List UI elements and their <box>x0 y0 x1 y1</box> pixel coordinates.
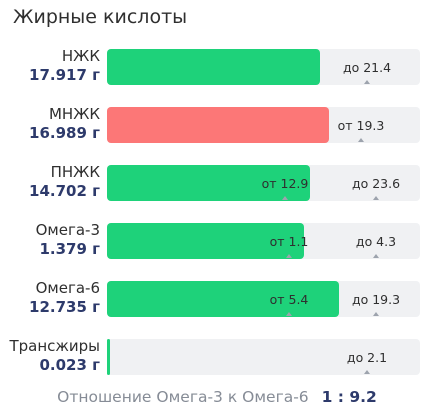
progress-fill <box>107 107 329 143</box>
nutrient-row: Омега-6 12.735 г от 5.4 до 19.3 <box>0 279 434 337</box>
progress-track: от 5.4 до 19.3 <box>107 281 420 317</box>
range-marker-label: до 19.3 <box>351 292 401 307</box>
progress-track: до 2.1 <box>107 339 420 375</box>
nutrient-name: Трансжиры <box>9 337 100 355</box>
progress-track: до 21.4 <box>107 49 420 85</box>
nutrient-amount: 1.379 г <box>39 240 100 258</box>
range-marker-label: от 5.4 <box>269 292 309 307</box>
range-marker-label: от 1.1 <box>269 234 309 249</box>
nutrient-name: ПНЖК <box>50 163 100 181</box>
range-marker-tick-icon <box>373 254 379 258</box>
nutrient-label: НЖК 17.917 г <box>29 47 100 85</box>
range-marker-label: до 2.1 <box>346 350 388 365</box>
range-marker-tick-icon <box>364 80 370 84</box>
range-marker-tick-icon <box>358 138 364 142</box>
nutrient-row: Омега-3 1.379 г от 1.1 до 4.3 <box>0 221 434 279</box>
nutrient-row: МНЖК 16.989 г от 19.3 <box>0 105 434 163</box>
range-marker-label: до 23.6 <box>351 176 401 191</box>
range-marker-tick-icon <box>286 254 292 258</box>
range-marker-tick-icon <box>282 196 288 200</box>
range-marker-label: до 21.4 <box>342 60 392 75</box>
range-marker-label: до 4.3 <box>355 234 397 249</box>
progress-track: от 1.1 до 4.3 <box>107 223 420 259</box>
omega-ratio-label: Отношение Омега-3 к Омега-6 <box>57 388 309 406</box>
progress-fill <box>107 49 320 85</box>
nutrient-amount: 0.023 г <box>39 356 100 374</box>
nutrient-label: Омега-3 1.379 г <box>36 221 100 259</box>
range-marker-tick-icon <box>373 196 379 200</box>
nutrient-name: Омега-3 <box>35 221 100 239</box>
nutrient-amount: 14.702 г <box>29 182 100 200</box>
omega-ratio: Отношение Омега-3 к Омега-6 1 : 9.2 <box>0 387 434 407</box>
progress-fill <box>107 339 110 375</box>
nutrient-name: МНЖК <box>48 105 100 123</box>
nutrient-label: Трансжиры 0.023 г <box>9 337 100 375</box>
progress-fill <box>107 223 304 259</box>
nutrient-amount: 12.735 г <box>29 298 100 316</box>
nutrient-amount: 17.917 г <box>29 66 100 84</box>
nutrient-name: Омега-6 <box>35 279 100 297</box>
nutrient-label: ПНЖК 14.702 г <box>29 163 100 201</box>
nutrient-row: Трансжиры 0.023 г до 2.1 <box>0 337 434 395</box>
nutrient-label: МНЖК 16.989 г <box>29 105 100 143</box>
nutrient-row: ПНЖК 14.702 г от 12.9 до 23.6 <box>0 163 434 221</box>
progress-fill <box>107 281 339 317</box>
nutrient-amount: 16.989 г <box>29 124 100 142</box>
nutrient-label: Омега-6 12.735 г <box>29 279 100 317</box>
progress-track: от 19.3 <box>107 107 420 143</box>
range-marker-tick-icon <box>286 312 292 316</box>
nutrient-row: НЖК 17.917 г до 21.4 <box>0 47 434 105</box>
fatty-acids-list: НЖК 17.917 г до 21.4 МНЖК 16.989 г от 19.3 ПНЖ… <box>0 47 434 395</box>
range-marker-tick-icon <box>364 370 370 374</box>
range-marker-label: от 12.9 <box>261 176 309 191</box>
omega-ratio-value: 1 : 9.2 <box>321 388 377 406</box>
progress-track: от 12.9 до 23.6 <box>107 165 420 201</box>
section-title: Жирные кислоты <box>13 6 188 28</box>
progress-fill <box>107 165 310 201</box>
nutrient-name: НЖК <box>61 47 100 65</box>
range-marker-label: от 19.3 <box>337 118 385 133</box>
range-marker-tick-icon <box>373 312 379 316</box>
